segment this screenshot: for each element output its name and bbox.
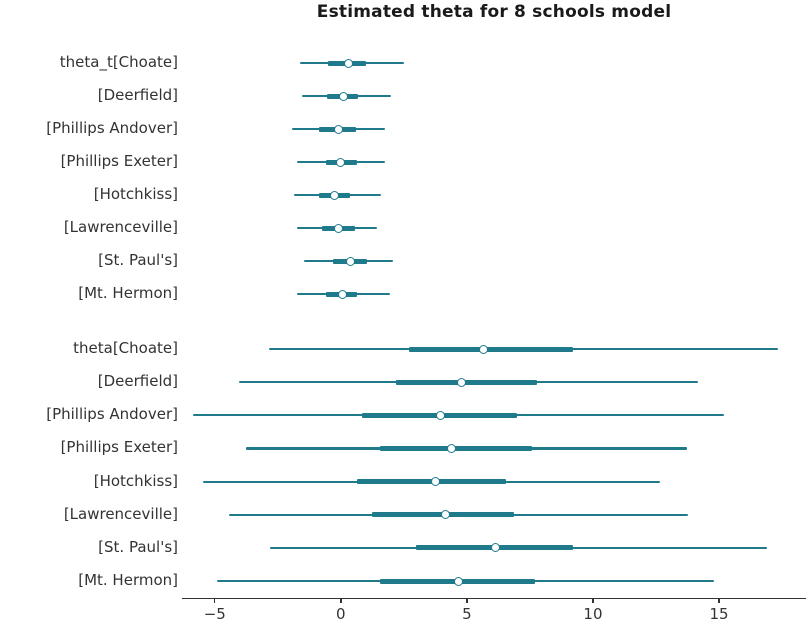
median-marker [491, 543, 501, 553]
median-marker [338, 91, 348, 101]
median-marker [336, 157, 346, 167]
row-label-theta_t-5: [Lawrenceville] [63, 218, 178, 236]
chart-title: Estimated theta for 8 schools model [316, 2, 672, 22]
median-marker [333, 223, 343, 233]
x-tick-mark [214, 598, 216, 603]
x-tick-mark [466, 598, 468, 603]
median-marker [435, 410, 445, 420]
row-label-theta-7: [Mt. Hermon] [78, 571, 178, 590]
row-label-theta_t-0: theta_t[Choate] [59, 53, 178, 71]
median-marker [430, 477, 440, 487]
median-marker [337, 289, 347, 299]
median-marker [343, 58, 353, 68]
median-marker [333, 124, 343, 134]
row-label-theta-3: [Phillips Exeter] [60, 438, 178, 457]
quartile-interval-line [396, 379, 538, 385]
median-marker [447, 443, 457, 453]
row-label-theta_t-1: [Deerfield] [97, 86, 178, 104]
row-label-theta_t-2: [Phillips Andover] [46, 119, 178, 137]
row-label-theta-4: [Hotchkiss] [93, 471, 178, 490]
median-marker [457, 377, 467, 387]
row-label-theta_t-3: [Phillips Exeter] [60, 152, 178, 170]
median-marker [346, 256, 356, 266]
x-tick-mark [718, 598, 720, 603]
row-label-theta_t-7: [Mt. Hermon] [78, 284, 178, 302]
x-tick-label: 10 [583, 605, 603, 623]
median-marker [330, 190, 340, 200]
row-label-theta-2: [Phillips Andover] [46, 405, 178, 424]
median-marker [478, 344, 488, 354]
row-label-theta-0: theta[Choate] [73, 339, 178, 357]
quartile-interval-line [379, 445, 533, 451]
x-tick-label: 15 [709, 605, 729, 623]
x-tick-label: 5 [462, 605, 472, 623]
x-axis-line [182, 597, 806, 599]
row-label-theta-1: [Deerfield] [97, 372, 178, 391]
x-tick-mark [592, 598, 594, 603]
x-tick-mark [340, 598, 342, 603]
x-tick-label: 0 [336, 605, 346, 623]
row-label-theta-6: [St. Paul's] [98, 537, 178, 556]
median-marker [453, 576, 463, 586]
x-tick-label: −5 [203, 605, 226, 623]
median-marker [440, 510, 450, 520]
quartile-interval-line [408, 346, 573, 352]
row-label-theta-5: [Lawrenceville] [63, 504, 178, 523]
row-label-theta_t-4: [Hotchkiss] [93, 185, 178, 203]
row-label-theta_t-6: [St. Paul's] [98, 251, 178, 269]
